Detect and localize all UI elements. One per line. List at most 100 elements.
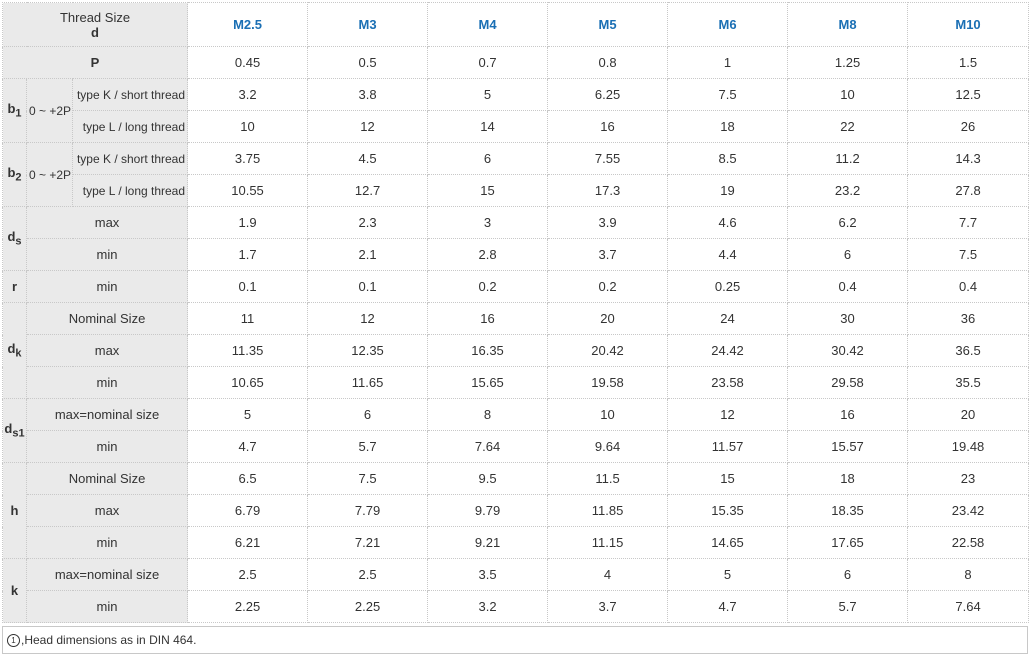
- value-cell: 16: [427, 302, 549, 335]
- row-sublabel: max: [25, 206, 189, 239]
- value-cell: 24: [667, 302, 789, 335]
- row-sublabel: max=nominal size: [25, 558, 189, 591]
- value-cell: 4.5: [307, 142, 429, 175]
- row-sublabel: min: [25, 238, 189, 271]
- row-sublabel: Nominal Size: [25, 302, 189, 335]
- dimension-table: Thread Size d M2.5 M3 M4 M5 M6 M8 M10 P …: [1, 2, 1030, 623]
- value-cell: 6.25: [547, 78, 669, 111]
- value-cell: 8.5: [667, 142, 789, 175]
- value-cell: 18.35: [787, 494, 909, 527]
- thread-size-header: Thread Size d: [1, 2, 189, 47]
- table-row: P 0.45 0.5 0.7 0.8 1 1.25 1.5: [1, 46, 1030, 79]
- value-cell: 16: [787, 398, 909, 431]
- value-cell: 26: [907, 110, 1030, 143]
- value-cell: 19.48: [907, 430, 1030, 463]
- row-sublabel: max: [25, 334, 189, 367]
- value-cell: 4.6: [667, 206, 789, 239]
- table-row: dk Nominal Size 11 12 16 20 24 30 36: [2, 302, 1030, 399]
- value-cell: 22: [787, 110, 909, 143]
- row-sublabel: Nominal Size: [25, 462, 189, 495]
- value-cell: 12: [667, 398, 789, 431]
- value-cell: 7.5: [307, 462, 429, 495]
- value-cell: 19: [667, 174, 789, 207]
- table-row: max 11.35 12.35 16.35 20.42 24.42 30.42 …: [3, 334, 1030, 367]
- value-cell: 14: [427, 110, 549, 143]
- value-cell: 4: [547, 558, 669, 591]
- value-cell: 5: [187, 398, 309, 431]
- value-cell: 0.4: [787, 270, 909, 303]
- size-header: M2.5: [187, 2, 309, 47]
- size-header: M3: [307, 2, 429, 47]
- value-cell: 0.25: [667, 270, 789, 303]
- value-cell: 6: [307, 398, 429, 431]
- value-cell: 3.7: [547, 590, 669, 623]
- value-cell: 11.57: [667, 430, 789, 463]
- value-cell: 15.57: [787, 430, 909, 463]
- row-tolerance: 0 ~ +2P: [26, 78, 73, 143]
- value-cell: 0.2: [427, 270, 549, 303]
- value-cell: 35.5: [907, 366, 1030, 399]
- value-cell: 0.2: [547, 270, 669, 303]
- value-cell: 5: [667, 558, 789, 591]
- row-sublabel: min: [25, 430, 189, 463]
- value-cell: 15.35: [667, 494, 789, 527]
- value-cell: 7.64: [427, 430, 549, 463]
- size-header: M8: [787, 2, 909, 47]
- value-cell: 20: [547, 302, 669, 335]
- value-cell: 3: [427, 206, 549, 239]
- value-cell: 7.7: [907, 206, 1030, 239]
- value-cell: 0.5: [307, 46, 429, 79]
- symbol-subscript: k: [15, 347, 22, 360]
- value-cell: 3.2: [427, 590, 549, 623]
- value-cell: 1.5: [907, 46, 1030, 79]
- value-cell: 5.7: [307, 430, 429, 463]
- value-cell: 3.2: [187, 78, 309, 111]
- value-cell: 7.64: [907, 590, 1030, 623]
- value-cell: 2.5: [307, 558, 429, 591]
- value-cell: 7.21: [307, 526, 429, 559]
- value-cell: 1: [667, 46, 789, 79]
- table-row: max 6.79 7.79 9.79 11.85 15.35 18.35 23.…: [3, 494, 1030, 527]
- table-row: ds1 max=nominal size 5 6 8 10 12 16 20: [2, 398, 1030, 463]
- value-cell: 17.3: [547, 174, 669, 207]
- value-cell: 30: [787, 302, 909, 335]
- value-cell: 7.79: [307, 494, 429, 527]
- value-cell: 1.7: [187, 238, 309, 271]
- value-cell: 1.25: [787, 46, 909, 79]
- value-cell: 6.2: [787, 206, 909, 239]
- row-symbol-b2: b2: [2, 142, 27, 207]
- value-cell: 3.8: [307, 78, 429, 111]
- value-cell: 29.58: [787, 366, 909, 399]
- value-cell: 6.21: [187, 526, 309, 559]
- row-label-p: P: [1, 46, 189, 79]
- value-cell: 24.42: [667, 334, 789, 367]
- value-cell: 15: [427, 174, 549, 207]
- table-row: min 2.25 2.25 3.2 3.7 4.7 5.7 7.64: [3, 590, 1030, 623]
- value-cell: 11.65: [307, 366, 429, 399]
- value-cell: 9.79: [427, 494, 549, 527]
- value-cell: 3.5: [427, 558, 549, 591]
- row-symbol-dk: dk: [2, 302, 27, 399]
- row-sublabel: min: [25, 366, 189, 399]
- symbol-text: d: [7, 229, 16, 245]
- symbol-text: d: [7, 341, 16, 357]
- value-cell: 0.7: [427, 46, 549, 79]
- value-cell: 2.8: [427, 238, 549, 271]
- value-cell: 0.1: [307, 270, 429, 303]
- value-cell: 14.65: [667, 526, 789, 559]
- value-cell: 15.65: [427, 366, 549, 399]
- row-sublabel: min: [25, 270, 189, 303]
- value-cell: 3.75: [187, 142, 309, 175]
- size-header: M4: [427, 2, 549, 47]
- table-row: k max=nominal size 2.5 2.5 3.5 4 5 6 8: [2, 558, 1030, 623]
- value-cell: 20: [907, 398, 1030, 431]
- value-cell: 5: [427, 78, 549, 111]
- value-cell: 9.21: [427, 526, 549, 559]
- value-cell: 23.2: [787, 174, 909, 207]
- row-symbol-b1: b1: [2, 78, 27, 143]
- value-cell: 0.45: [187, 46, 309, 79]
- value-cell: 16.35: [427, 334, 549, 367]
- value-cell: 2.25: [187, 590, 309, 623]
- value-cell: 11.35: [187, 334, 309, 367]
- value-cell: 11: [187, 302, 309, 335]
